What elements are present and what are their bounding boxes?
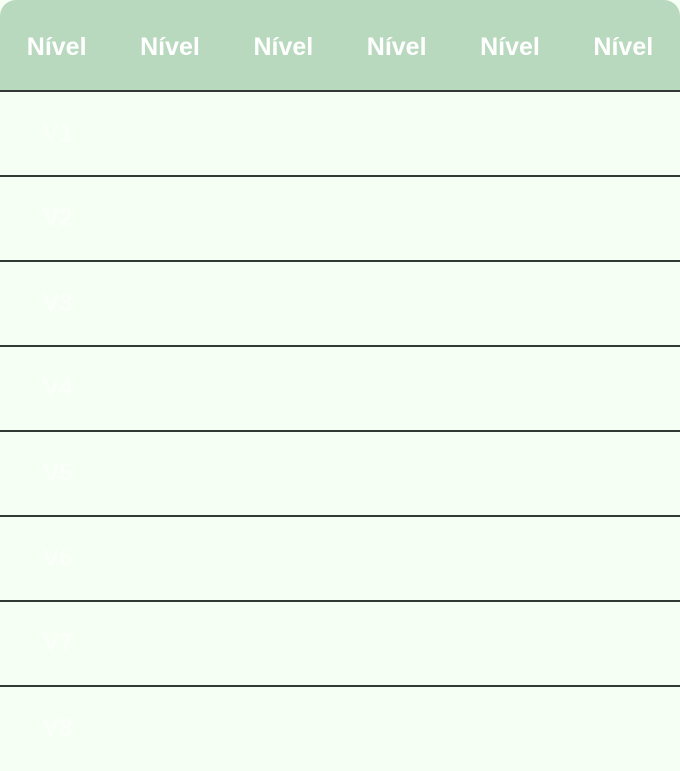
row-label: V6 (42, 544, 74, 572)
row-label: V4 (42, 374, 74, 402)
table-header: Nível Nível Nível Nível Nível Nível (0, 0, 680, 92)
table-row: V4 (0, 347, 680, 432)
table-row: V1 (0, 92, 680, 177)
header-cell: Nível (253, 32, 314, 61)
row-label: V7 (42, 629, 74, 657)
row-label: V2 (42, 204, 74, 232)
row-label: V3 (42, 289, 74, 317)
header-cell: Nível (140, 32, 200, 61)
row-label: V5 (42, 459, 74, 487)
table-row: V8 (0, 687, 680, 770)
row-label: V8 (42, 714, 74, 742)
row-label: V1 (42, 119, 74, 147)
table-row: V7 (0, 602, 680, 687)
table-row: V3 (0, 262, 680, 347)
table-row: V5 (0, 432, 680, 517)
header-cell: Nível (366, 32, 427, 61)
header-cell: Nível (480, 32, 540, 61)
table-row: V6 (0, 517, 680, 602)
header-cell: Nível (593, 32, 654, 61)
header-cell: Nível (26, 32, 87, 61)
table-row: V2 (0, 177, 680, 262)
